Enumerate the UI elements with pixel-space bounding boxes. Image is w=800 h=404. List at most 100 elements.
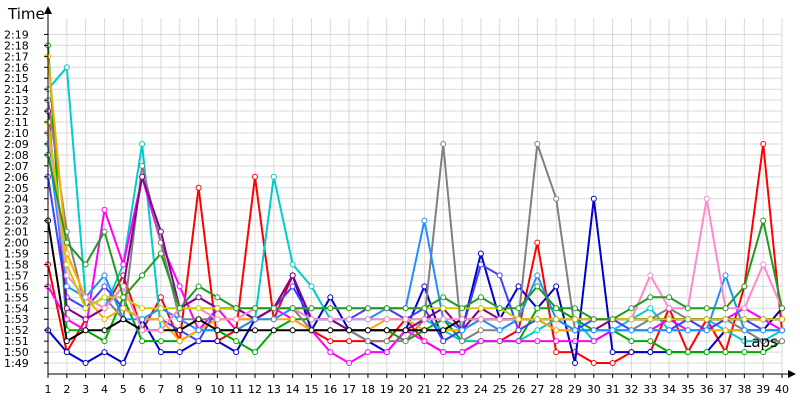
data-point: [440, 141, 447, 147]
data-point: [214, 327, 221, 334]
x-tick-label: 22: [436, 383, 450, 396]
data-point: [101, 206, 108, 213]
y-tick-label: 2:18: [4, 39, 29, 52]
data-point: [666, 349, 673, 356]
y-tick-label: 1:59: [4, 248, 29, 261]
data-point: [609, 316, 616, 323]
x-tick-label: 39: [756, 383, 770, 396]
y-tick-label: 2:08: [4, 149, 29, 162]
data-point: [421, 217, 428, 224]
data-point: [760, 316, 767, 323]
x-tick-label: 2: [63, 383, 70, 396]
data-point: [270, 305, 277, 312]
data-point: [139, 338, 146, 345]
x-tick-label: 12: [248, 383, 262, 396]
data-point: [421, 338, 428, 345]
data-point: [101, 316, 108, 323]
data-point: [741, 327, 748, 334]
x-tick-label: 5: [120, 383, 127, 396]
data-point: [534, 239, 541, 246]
y-tick-label: 1:58: [4, 258, 29, 271]
data-point: [63, 316, 70, 323]
data-point: [590, 316, 597, 323]
data-point: [120, 360, 127, 366]
y-tick-label: 1:55: [4, 291, 29, 304]
data-point: [101, 327, 108, 334]
data-point: [63, 283, 70, 290]
data-point: [496, 338, 503, 345]
data-point: [459, 305, 466, 312]
data-point: [383, 349, 390, 356]
data-point: [233, 338, 240, 345]
x-tick-label: 1: [45, 383, 52, 396]
x-tick-label: 9: [195, 383, 202, 396]
data-point: [139, 316, 146, 323]
x-tick-label: 7: [157, 383, 164, 396]
series-line: [47, 132, 783, 332]
data-point: [101, 349, 108, 356]
series-line: [47, 154, 783, 321]
data-point: [779, 316, 785, 323]
y-tick-label: 1:50: [4, 346, 29, 359]
data-point: [609, 349, 616, 356]
data-point: [628, 305, 635, 312]
data-point: [760, 141, 767, 147]
y-tick-label: 1:57: [4, 269, 29, 282]
x-axis-arrow: [788, 370, 796, 378]
x-tick-label: 3: [82, 383, 89, 396]
data-point: [383, 305, 390, 312]
data-point: [421, 327, 428, 334]
data-point: [82, 316, 89, 323]
x-tick-label: 13: [267, 383, 281, 396]
data-point: [572, 327, 578, 334]
data-point: [195, 184, 202, 191]
data-point: [157, 316, 164, 323]
data-point: [440, 294, 447, 301]
data-point: [327, 327, 334, 334]
x-tick-label: 10: [210, 383, 224, 396]
x-tick-label: 14: [286, 383, 300, 396]
y-tick-label: 2:01: [4, 226, 29, 239]
data-point: [703, 349, 710, 356]
data-point: [534, 316, 541, 323]
data-point: [195, 283, 202, 290]
data-point: [327, 294, 334, 301]
y-tick-label: 2:15: [4, 72, 29, 85]
data-point: [609, 327, 616, 334]
data-point: [440, 338, 447, 345]
y-tick-label: 1:51: [4, 335, 29, 348]
data-point: [779, 338, 785, 345]
data-point: [760, 217, 767, 224]
data-point: [308, 305, 315, 312]
data-point: [421, 283, 428, 290]
y-tick-label: 2:14: [4, 83, 29, 96]
series-line: [47, 175, 783, 364]
y-tick-label: 1:52: [4, 324, 29, 337]
x-tick-label: 35: [681, 383, 695, 396]
data-point: [534, 338, 541, 345]
data-point: [628, 349, 635, 356]
data-point: [233, 327, 240, 334]
data-point: [139, 272, 146, 279]
data-point: [553, 195, 560, 202]
y-tick-label: 1:49: [4, 357, 29, 370]
y-tick-label: 2:12: [4, 105, 29, 118]
x-axis-title: Laps: [743, 333, 778, 351]
data-point: [308, 283, 315, 290]
x-tick-label: 37: [719, 383, 733, 396]
axes: [44, 6, 796, 378]
y-tick-label: 2:16: [4, 61, 29, 74]
data-point: [477, 338, 484, 345]
data-point: [364, 316, 371, 323]
data-point: [139, 141, 146, 147]
y-tick-label: 1:53: [4, 313, 29, 326]
data-point: [63, 305, 70, 312]
data-point: [195, 338, 202, 345]
data-point: [609, 360, 616, 366]
data-point: [647, 294, 654, 301]
data-point: [364, 338, 371, 345]
x-tick-label: 15: [304, 383, 318, 396]
data-point: [327, 338, 334, 345]
y-tick-label: 2:17: [4, 50, 29, 63]
